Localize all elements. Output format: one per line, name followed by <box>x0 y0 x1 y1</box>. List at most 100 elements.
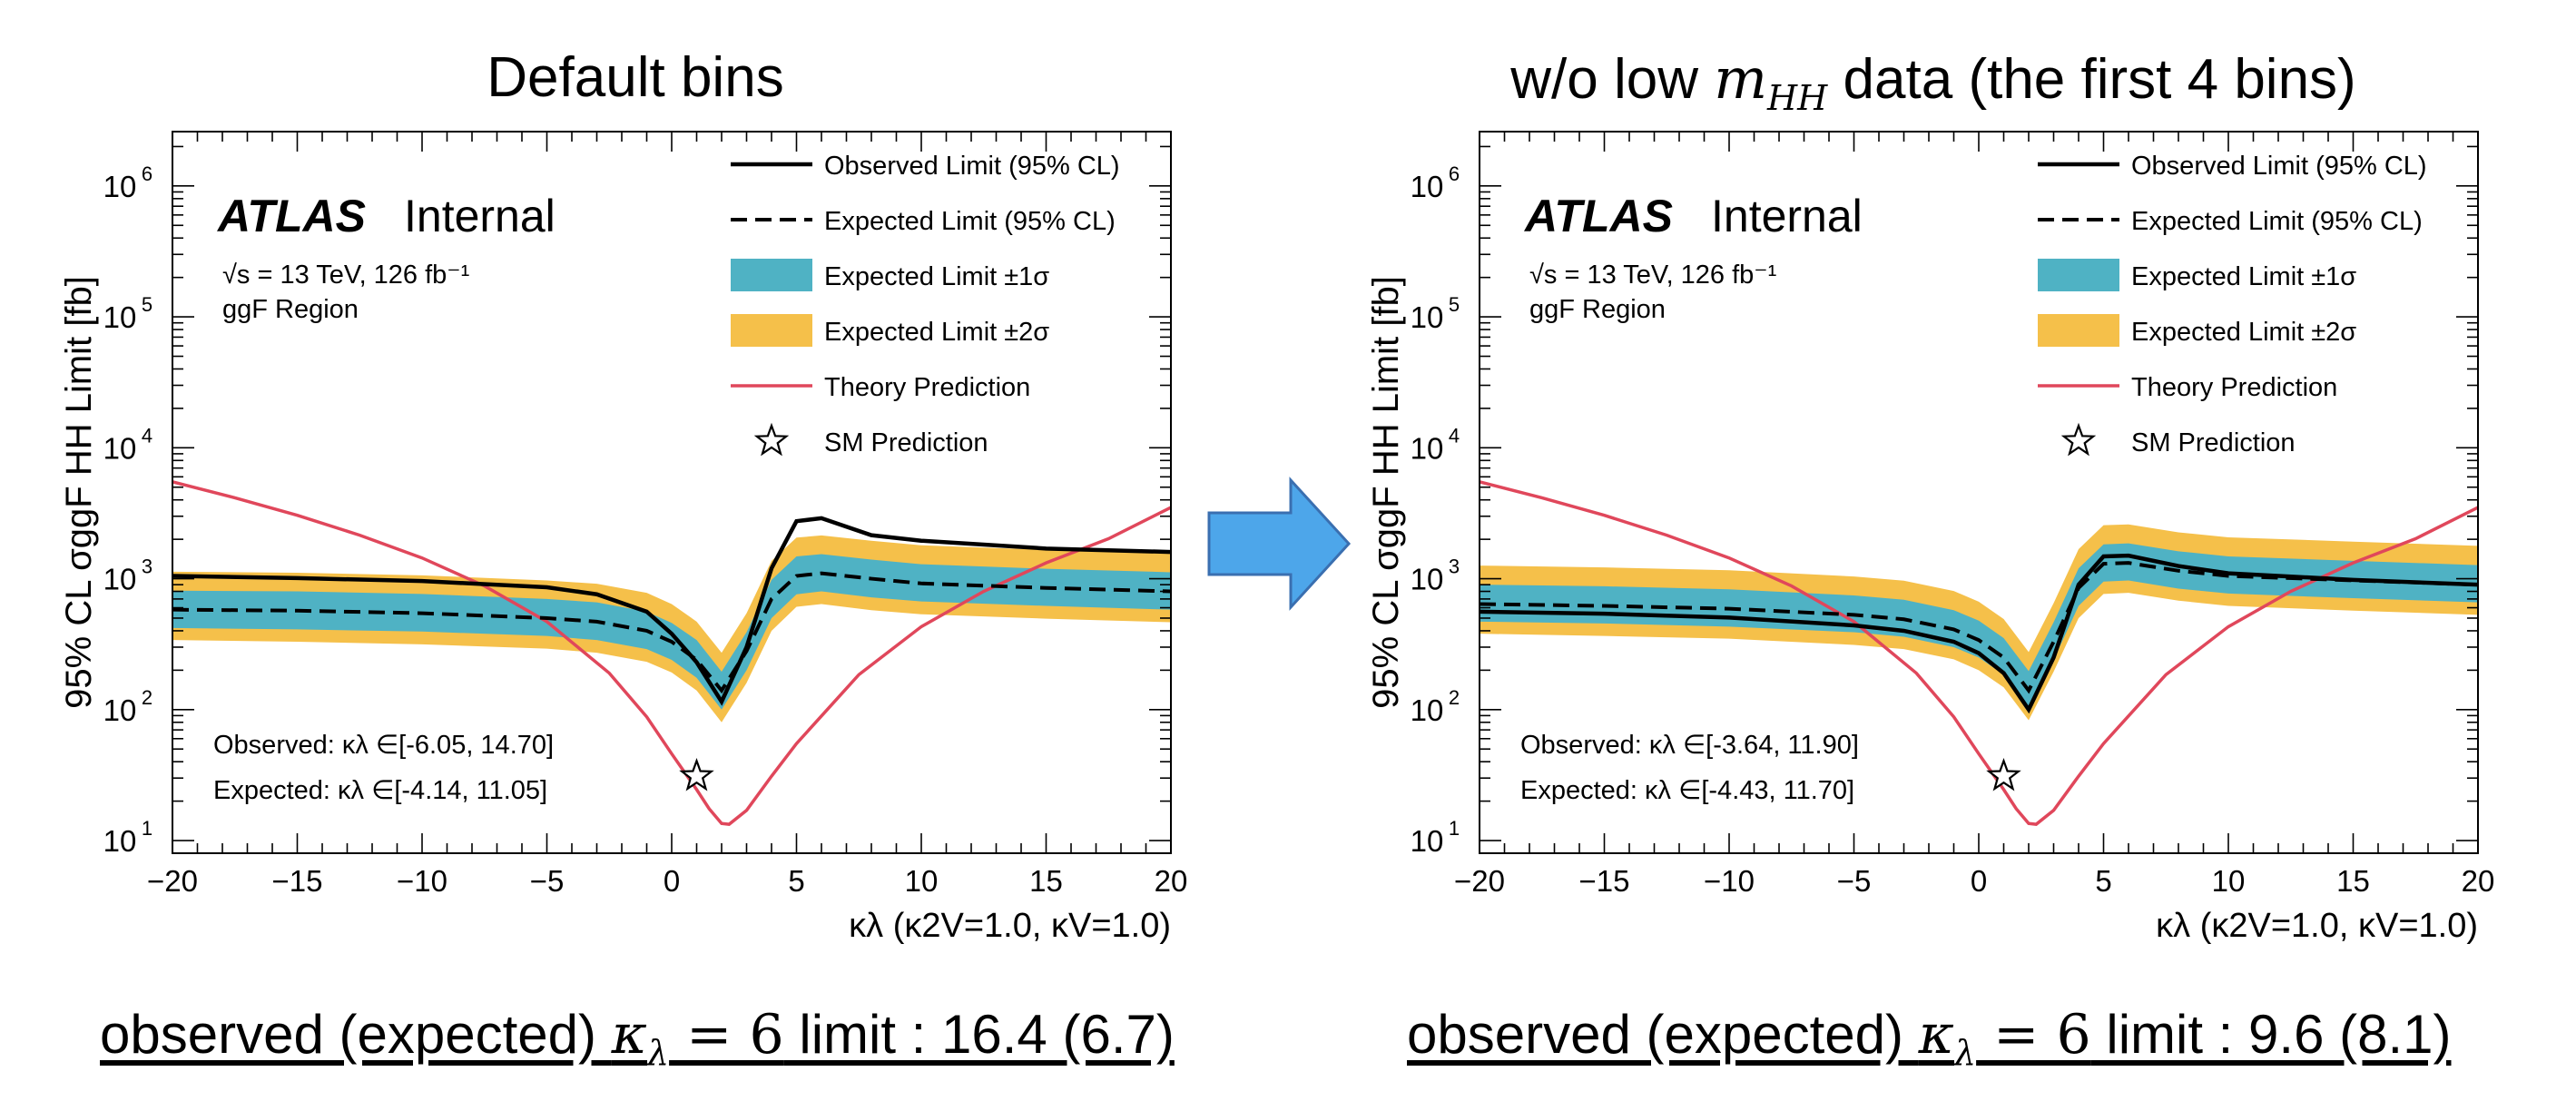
legend-label: Expected Limit (95% CL) <box>2131 207 2423 236</box>
right-title-suffix: data (the first 4 bins) <box>1827 48 2356 111</box>
y-tick-exponent: 3 <box>142 556 152 578</box>
theory-prediction-line <box>1480 480 2478 826</box>
right-title-mhh-sub: HH <box>1767 78 1828 119</box>
legend-label: Theory Prediction <box>2131 373 2337 402</box>
left-note-kappa: κ <box>611 1003 648 1067</box>
right-note-post: limit : 9.6 (8.1) <box>2090 1004 2452 1065</box>
y-tick-exponent: 5 <box>142 293 152 316</box>
legend-label: SM Prediction <box>2131 428 2296 457</box>
legend-label: Expected Limit ±2σ <box>2131 318 2356 347</box>
right-arrow-icon <box>1207 477 1352 611</box>
theory-prediction-line <box>172 480 1171 826</box>
y-tick-exponent: 2 <box>142 686 152 709</box>
sm-prediction-star <box>1986 757 2021 791</box>
x-tick-label: −15 <box>272 864 323 898</box>
y-tick-label: 10 <box>103 563 137 596</box>
legend-label: Theory Prediction <box>824 373 1030 402</box>
observed-limit-line <box>1480 553 2478 714</box>
y-tick-label: 10 <box>103 693 137 727</box>
right-note-kappa: κ <box>1918 1003 1955 1067</box>
x-tick-label: −5 <box>530 864 565 898</box>
y-tick-label: 10 <box>1411 300 1444 334</box>
right-title-mhh: m <box>1714 45 1768 112</box>
atlas-internal-label: Internal <box>1711 191 1863 241</box>
expected-interval-text: Expected: κλ ∈[-4.43, 11.70] <box>1520 776 1854 805</box>
y-tick-label: 10 <box>103 824 137 858</box>
band-1sigma <box>1480 543 2478 708</box>
x-tick-label: 5 <box>788 864 804 898</box>
plot-area <box>172 480 1171 826</box>
atlas-label: ATLAS <box>1523 191 1673 241</box>
sm-prediction-star <box>679 757 714 791</box>
atlas-label: ATLAS <box>216 191 366 241</box>
right-note-eq: = 6 <box>1976 1003 2091 1067</box>
x-tick-label: 15 <box>1029 864 1063 898</box>
legend-label: Expected Limit ±1σ <box>2131 262 2356 291</box>
y-tick-exponent: 1 <box>142 817 152 840</box>
observed-interval-text: Observed: κλ ∈[-6.05, 14.70] <box>213 731 554 760</box>
left-panel-title: Default bins <box>272 45 998 110</box>
right-note-lambda: λ <box>1954 1033 1977 1073</box>
energy-lumi-label: √s = 13 TeV, 126 fb⁻¹ <box>1529 261 1777 290</box>
legend-label: SM Prediction <box>824 428 988 457</box>
x-axis-label: κλ (κ2V=1.0, κV=1.0) <box>2156 907 2478 945</box>
x-tick-label: 10 <box>2212 864 2246 898</box>
expected-interval-text: Expected: κλ ∈[-4.14, 11.05] <box>213 776 547 805</box>
left-title-text: Default bins <box>487 46 784 109</box>
y-tick-label: 10 <box>1411 824 1444 858</box>
energy-lumi-label: √s = 13 TeV, 126 fb⁻¹ <box>222 261 470 290</box>
y-tick-exponent: 4 <box>1449 424 1460 447</box>
legend-band2-swatch <box>2038 314 2119 347</box>
right-note-pre: observed (expected) <box>1407 1004 1919 1065</box>
observed-limit-line <box>172 516 1171 706</box>
x-tick-label: 0 <box>1971 864 1987 898</box>
y-tick-exponent: 4 <box>142 424 152 447</box>
x-tick-label: −10 <box>397 864 447 898</box>
expected-limit-line <box>172 571 1171 694</box>
atlas-internal-label: Internal <box>404 191 556 241</box>
left-note-pre: observed (expected) <box>100 1004 612 1065</box>
y-tick-label: 10 <box>1411 563 1444 596</box>
right-panel-title: w/o low mHH data (the first 4 bins) <box>1452 45 2414 119</box>
x-tick-label: −15 <box>1579 864 1630 898</box>
x-tick-label: 10 <box>905 864 939 898</box>
x-tick-label: 15 <box>2336 864 2370 898</box>
left-bottom-note: observed (expected) κλ = 6 limit : 16.4 … <box>100 1003 1175 1076</box>
legend-band1-swatch <box>731 259 812 291</box>
x-tick-label: 5 <box>2095 864 2111 898</box>
x-tick-label: 20 <box>1155 864 1188 898</box>
y-tick-label: 10 <box>1411 431 1444 465</box>
legend-label: Expected Limit (95% CL) <box>824 207 1116 236</box>
legend-label: Expected Limit ±2σ <box>824 318 1049 347</box>
y-tick-label: 10 <box>103 300 137 334</box>
legend-band2-swatch <box>731 314 812 347</box>
x-tick-label: 20 <box>2462 864 2495 898</box>
y-tick-exponent: 2 <box>1449 686 1460 709</box>
right-title-prefix: w/o low <box>1510 48 1715 111</box>
x-tick-label: −20 <box>1454 864 1505 898</box>
observed-interval-text: Observed: κλ ∈[-3.64, 11.90] <box>1520 731 1859 760</box>
region-label: ggF Region <box>1529 295 1666 324</box>
y-tick-exponent: 6 <box>1449 162 1460 185</box>
legend-star-icon <box>753 422 790 457</box>
left-note-lambda: λ <box>647 1033 670 1073</box>
y-tick-exponent: 1 <box>1449 817 1460 840</box>
x-axis-label: κλ (κ2V=1.0, κV=1.0) <box>849 907 1171 945</box>
x-tick-label: −20 <box>147 864 198 898</box>
y-tick-label: 10 <box>1411 693 1444 727</box>
right-bottom-note: observed (expected) κλ = 6 limit : 9.6 (… <box>1407 1003 2451 1076</box>
y-tick-exponent: 3 <box>1449 556 1460 578</box>
y-tick-exponent: 5 <box>1449 293 1460 316</box>
expected-limit-line <box>1480 561 2478 694</box>
y-axis-label: 95% CL σggF HH Limit [fb] <box>59 276 99 709</box>
plot-area <box>1480 480 2478 826</box>
y-tick-exponent: 6 <box>142 162 152 185</box>
legend-label: Observed Limit (95% CL) <box>2131 152 2427 181</box>
legend-band1-swatch <box>2038 259 2119 291</box>
legend-label: Expected Limit ±1σ <box>824 262 1049 291</box>
y-axis-label: 95% CL σggF HH Limit [fb] <box>1366 276 1406 709</box>
x-tick-label: −5 <box>1837 864 1872 898</box>
y-tick-label: 10 <box>103 431 137 465</box>
left-note-eq: = 6 <box>669 1003 784 1067</box>
